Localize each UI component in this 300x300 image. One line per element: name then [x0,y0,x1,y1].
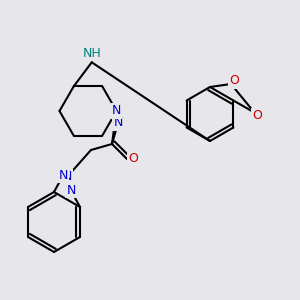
Text: O: O [128,152,138,166]
Text: N: N [62,170,72,184]
Text: O: O [252,109,262,122]
Text: N: N [66,184,76,197]
Text: NH: NH [82,47,101,60]
Text: N: N [58,169,68,182]
Text: N: N [112,104,121,118]
Text: O: O [229,74,239,88]
Text: N: N [113,116,123,130]
